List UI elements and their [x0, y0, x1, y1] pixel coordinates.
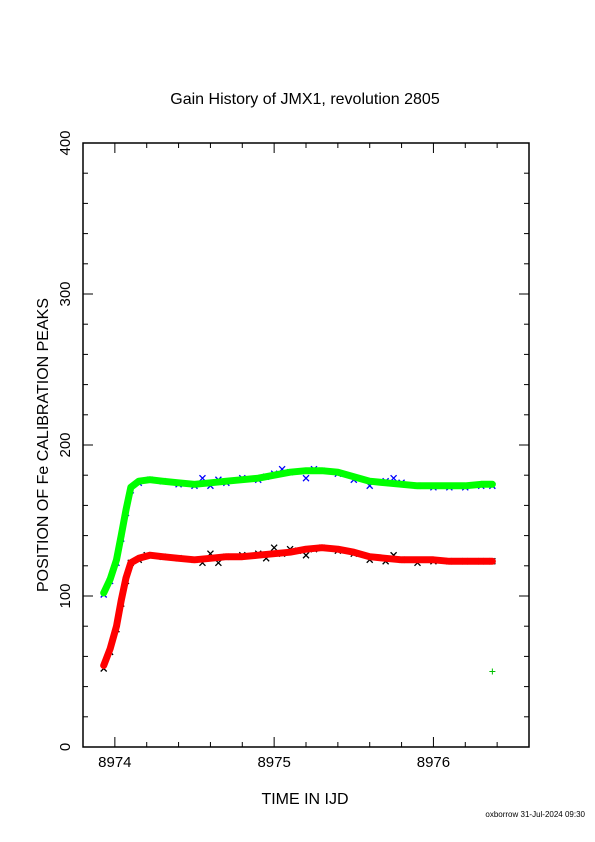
- axis-ticks: [82, 142, 530, 748]
- series-line: [100, 544, 496, 669]
- series: [100, 544, 496, 669]
- x-axis-tick-labels: 8974 8975 8976: [98, 754, 450, 771]
- data-point-x: [302, 474, 310, 482]
- x-axis-title: TIME IN IJD: [261, 791, 348, 808]
- series: [100, 467, 496, 597]
- series: [100, 544, 496, 672]
- series: [489, 668, 496, 675]
- y-tick-label: 200: [57, 432, 74, 457]
- y-axis-tick-labels: 0 100 200 300 400: [57, 130, 74, 751]
- y-tick-label: 100: [57, 583, 74, 608]
- x-tick-label: 8976: [417, 754, 450, 771]
- data-point-x: [270, 544, 278, 552]
- x-tick-label: 8975: [257, 754, 290, 771]
- x-tick-label: 8974: [98, 754, 131, 771]
- plot-area-frame: [82, 142, 530, 748]
- data-series: [100, 465, 496, 675]
- series-line: [100, 467, 496, 597]
- footer-credit: oxborrow 31-Jul-2024 09:30: [485, 810, 585, 819]
- y-tick-label: 300: [57, 281, 74, 306]
- data-point-plus: [489, 668, 496, 675]
- chart-title: Gain History of JMX1, revolution 2805: [170, 91, 440, 108]
- y-tick-label: 0: [57, 743, 74, 751]
- y-tick-label: 400: [57, 130, 74, 155]
- y-axis-title: POSITION OF Fe CALIBRATION PEAKS: [35, 298, 52, 592]
- data-point-x: [302, 551, 310, 559]
